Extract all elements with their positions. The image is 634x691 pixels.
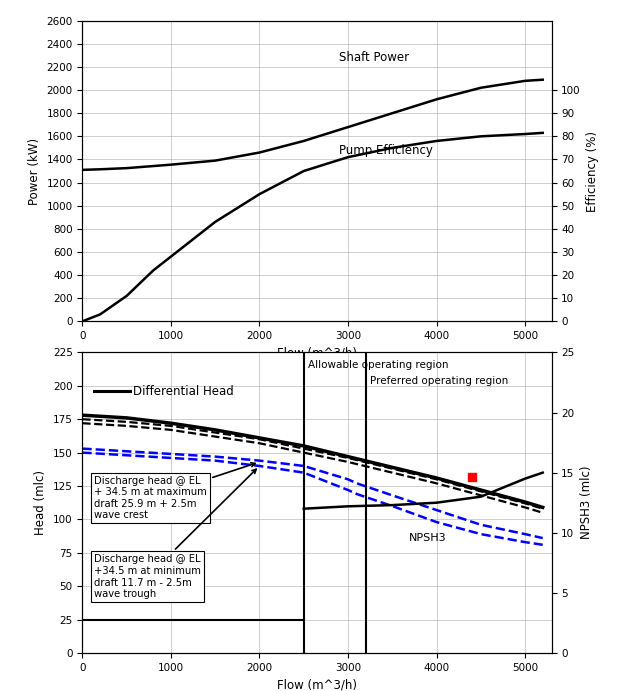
- Text: Differential Head: Differential Head: [133, 385, 233, 397]
- Y-axis label: Power (kW): Power (kW): [28, 138, 41, 205]
- Y-axis label: Efficiency (%): Efficiency (%): [586, 131, 600, 211]
- Text: Allowable operating region: Allowable operating region: [308, 361, 449, 370]
- X-axis label: Flow (m^3/h): Flow (m^3/h): [277, 679, 357, 691]
- Text: Discharge head @ EL
+34.5 m at minimum
draft 11.7 m - 2.5m
wave trough: Discharge head @ EL +34.5 m at minimum d…: [94, 469, 256, 599]
- X-axis label: Flow (m^3/h): Flow (m^3/h): [277, 347, 357, 359]
- Text: Shaft Power: Shaft Power: [339, 50, 410, 64]
- Y-axis label: Head (mlc): Head (mlc): [34, 470, 48, 536]
- Text: NPSH3: NPSH3: [409, 533, 446, 542]
- Text: Preferred operating region: Preferred operating region: [370, 377, 508, 386]
- Y-axis label: NPSH3 (mlc): NPSH3 (mlc): [580, 466, 593, 540]
- Text: Pump Efficiency: Pump Efficiency: [339, 144, 433, 158]
- Text: Discharge head @ EL
+ 34.5 m at maximum
draft 25.9 m + 2.5m
wave crest: Discharge head @ EL + 34.5 m at maximum …: [94, 463, 255, 520]
